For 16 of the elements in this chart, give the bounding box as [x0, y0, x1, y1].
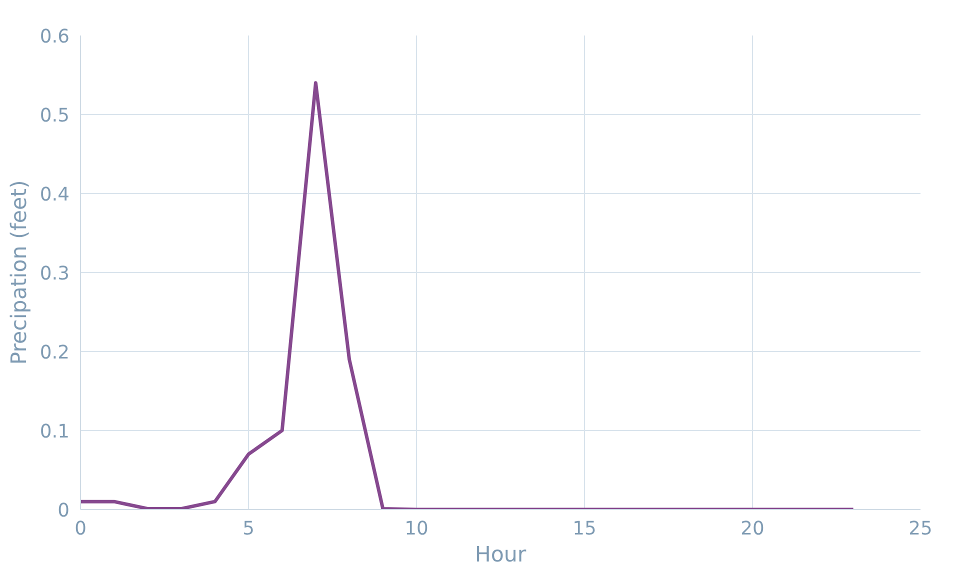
x-tick-label: 25 [908, 518, 932, 540]
x-tick-label: 5 [242, 518, 254, 540]
y-tick-label: 0 [58, 500, 70, 522]
y-tick-label: 0.2 [40, 342, 70, 364]
y-tick-label: 0.4 [40, 184, 70, 206]
y-tick-label: 0.3 [40, 264, 70, 284]
x-tick-label: 15 [572, 518, 596, 540]
y-tick-label: 0.5 [40, 106, 70, 126]
x-axis-title: Hour [474, 542, 526, 568]
x-tick-label: 10 [404, 518, 428, 540]
x-tick-label: 0 [74, 518, 86, 540]
x-tick-label: 20 [740, 518, 764, 540]
y-axis-title: Precipation (feet) [6, 180, 32, 365]
line-series [80, 81, 856, 510]
y-tick-label: 0.6 [40, 26, 70, 48]
y-tick-label: 0.1 [40, 422, 70, 442]
